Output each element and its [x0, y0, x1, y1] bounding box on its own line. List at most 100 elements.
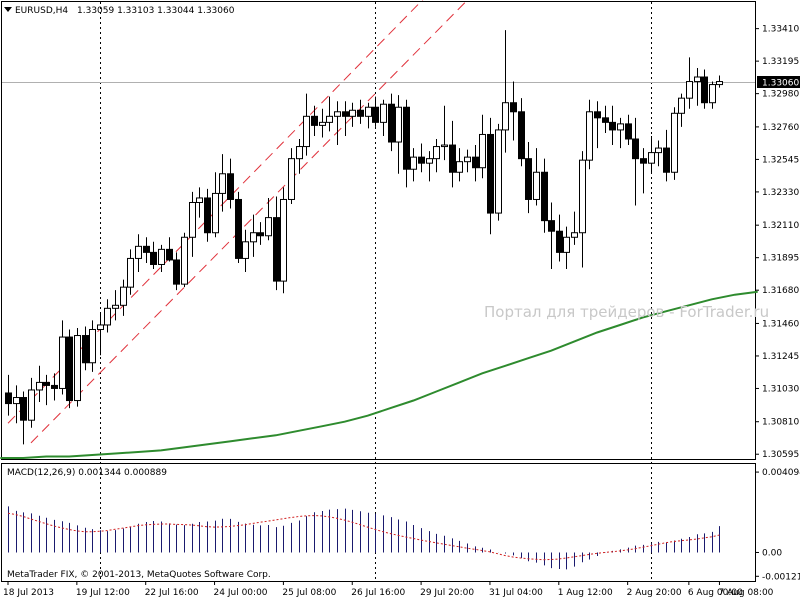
candle: [632, 117, 639, 206]
candle-body: [59, 336, 66, 389]
candle-body: [410, 156, 417, 170]
candle: [150, 241, 157, 270]
candle: [556, 214, 563, 262]
candle: [257, 222, 264, 245]
candle: [349, 102, 356, 127]
time-tick-label: 1 Aug 12:00: [558, 588, 613, 598]
candle-body: [403, 106, 410, 170]
candle: [242, 229, 249, 273]
candle-body: [663, 147, 670, 173]
candle-body: [518, 111, 525, 160]
candle: [571, 211, 578, 245]
candle: [158, 244, 165, 273]
price-panel-frame: [1, 1, 756, 460]
candle-body: [20, 397, 27, 421]
candle: [541, 158, 548, 233]
candle: [502, 30, 509, 153]
candle-body: [173, 259, 180, 285]
price-tick-label: 1.30810: [762, 418, 799, 428]
candle-body: [273, 217, 280, 282]
candle-body: [104, 307, 111, 326]
candle-body: [303, 115, 310, 148]
trend-channel: [7, 0, 469, 444]
time-tick-label: 26 Jul 16:00: [351, 588, 405, 598]
price-tick-label: 1.32980: [762, 90, 799, 100]
candle-body: [548, 220, 555, 232]
candle: [602, 105, 609, 133]
candle-body: [502, 102, 509, 131]
price-tick-label: 1.31895: [762, 254, 799, 264]
candle: [5, 374, 12, 416]
candle-body: [380, 103, 387, 123]
candle-body: [219, 173, 226, 194]
current-price-label: 1.33060: [762, 79, 799, 89]
candle: [617, 117, 624, 149]
candle-body: [678, 97, 685, 114]
candle: [36, 365, 43, 403]
candle: [518, 98, 525, 167]
candle: [395, 95, 402, 174]
candle: [127, 249, 134, 295]
candle: [288, 148, 295, 205]
candle-body: [112, 304, 119, 309]
candle: [533, 148, 540, 206]
macd-signal-layer: [7, 512, 720, 561]
candle-body: [204, 197, 211, 234]
candle-body: [586, 111, 593, 161]
candle: [648, 135, 655, 173]
candle-body: [342, 111, 349, 117]
candle: [594, 101, 601, 149]
candle: [678, 93, 685, 127]
candle: [28, 377, 35, 428]
candle: [472, 145, 479, 182]
candle: [609, 105, 616, 146]
candle: [303, 93, 310, 156]
candle-body: [716, 81, 723, 86]
candle-body: [365, 106, 372, 117]
price-tick-label: 1.32545: [762, 155, 799, 165]
candle: [112, 290, 119, 321]
price-tick-label: 1.33410: [762, 25, 799, 35]
candle: [74, 327, 81, 407]
symbol-arrow-icon[interactable]: [4, 7, 12, 12]
price-tick-label: 1.32110: [762, 221, 799, 231]
candle-body: [127, 257, 134, 288]
candle-body: [13, 397, 20, 405]
candle-body: [51, 384, 58, 389]
candle-body: [189, 201, 196, 238]
candle: [449, 120, 456, 188]
candle-body: [487, 133, 494, 214]
candle: [433, 138, 440, 173]
candle-body: [686, 81, 693, 99]
current-price-tag: [757, 76, 800, 88]
candle-body: [319, 121, 326, 126]
candle: [563, 226, 570, 270]
candle: [464, 149, 471, 173]
candle: [59, 320, 66, 395]
candle: [403, 99, 410, 188]
candle: [196, 187, 203, 218]
candle: [311, 105, 318, 136]
candle-body: [388, 103, 395, 143]
candle-body: [441, 144, 448, 148]
candle: [640, 148, 647, 194]
candle-body: [227, 173, 234, 200]
macd-histogram-layer: [8, 506, 720, 570]
time-tick-label: 7 Aug 08:00: [718, 588, 773, 598]
candle-body: [120, 286, 127, 306]
macd-axis: 0.004094 0.00 -0.001213: [755, 468, 800, 582]
candle-body: [257, 232, 264, 237]
price-tick-label: 1.32330: [762, 188, 799, 198]
candle: [441, 105, 448, 161]
candle-body: [196, 197, 203, 203]
candle-body: [395, 106, 402, 143]
price-tick-label: 1.31245: [762, 352, 799, 362]
price-tick-label: 1.32760: [762, 123, 799, 133]
time-tick-label: 31 Jul 04:00: [489, 588, 543, 598]
candle-body: [640, 158, 647, 164]
candle-body: [701, 76, 708, 104]
candle-body: [617, 123, 624, 131]
candle: [104, 299, 111, 333]
